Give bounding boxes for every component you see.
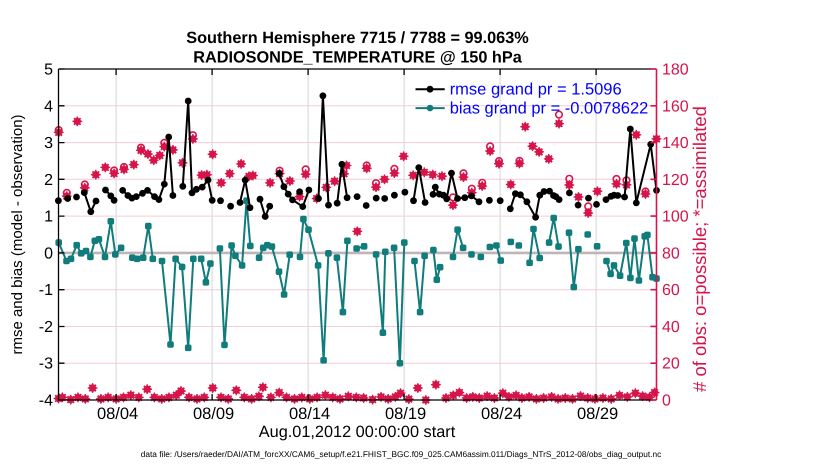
svg-text:-2: -2 — [39, 319, 53, 336]
svg-text:Aug.01,2012 00:00:00 start: Aug.01,2012 00:00:00 start — [259, 423, 456, 441]
svg-text:40: 40 — [662, 319, 680, 336]
svg-text:80: 80 — [662, 245, 680, 262]
svg-text:data file: /Users/raeder/DAI/A: data file: /Users/raeder/DAI/ATM_forcXX/… — [141, 449, 662, 459]
svg-text:5: 5 — [44, 62, 53, 79]
svg-text:20: 20 — [662, 356, 680, 373]
svg-text:140: 140 — [662, 135, 689, 152]
svg-text:1: 1 — [44, 209, 53, 226]
svg-text:RADIOSONDE_TEMPERATURE @ 150 h: RADIOSONDE_TEMPERATURE @ 150 hPa — [193, 49, 523, 67]
svg-text:Southern Hemisphere 7715 / 778: Southern Hemisphere 7715 / 7788 = 99.063… — [186, 29, 529, 47]
svg-text:100: 100 — [662, 209, 689, 226]
svg-text:-4: -4 — [39, 393, 53, 410]
svg-text:160: 160 — [662, 98, 689, 115]
svg-text:08/29: 08/29 — [577, 405, 618, 423]
svg-text:4: 4 — [44, 98, 53, 115]
svg-text:08/09: 08/09 — [193, 405, 234, 423]
svg-text:-3: -3 — [39, 356, 53, 373]
svg-text:08/14: 08/14 — [289, 405, 330, 423]
svg-text:2: 2 — [44, 172, 53, 189]
svg-text:08/24: 08/24 — [481, 405, 522, 423]
svg-text:rmse and bias (model - observa: rmse and bias (model - observation) — [9, 114, 26, 354]
svg-text:08/19: 08/19 — [385, 405, 426, 423]
svg-text:bias grand pr = -0.0078622: bias grand pr = -0.0078622 — [450, 100, 649, 118]
svg-text:08/04: 08/04 — [97, 405, 138, 423]
svg-text:120: 120 — [662, 172, 689, 189]
svg-text:rmse grand pr = 1.5096: rmse grand pr = 1.5096 — [450, 81, 622, 99]
svg-text:60: 60 — [662, 282, 680, 299]
svg-text:180: 180 — [662, 62, 689, 79]
svg-text:3: 3 — [44, 135, 53, 152]
svg-text:-1: -1 — [39, 282, 53, 299]
svg-text:# of obs: o=possible; *=assimi: # of obs: o=possible; *=assimilated — [689, 106, 710, 392]
svg-text:0: 0 — [44, 245, 53, 262]
svg-text:0: 0 — [662, 393, 671, 410]
